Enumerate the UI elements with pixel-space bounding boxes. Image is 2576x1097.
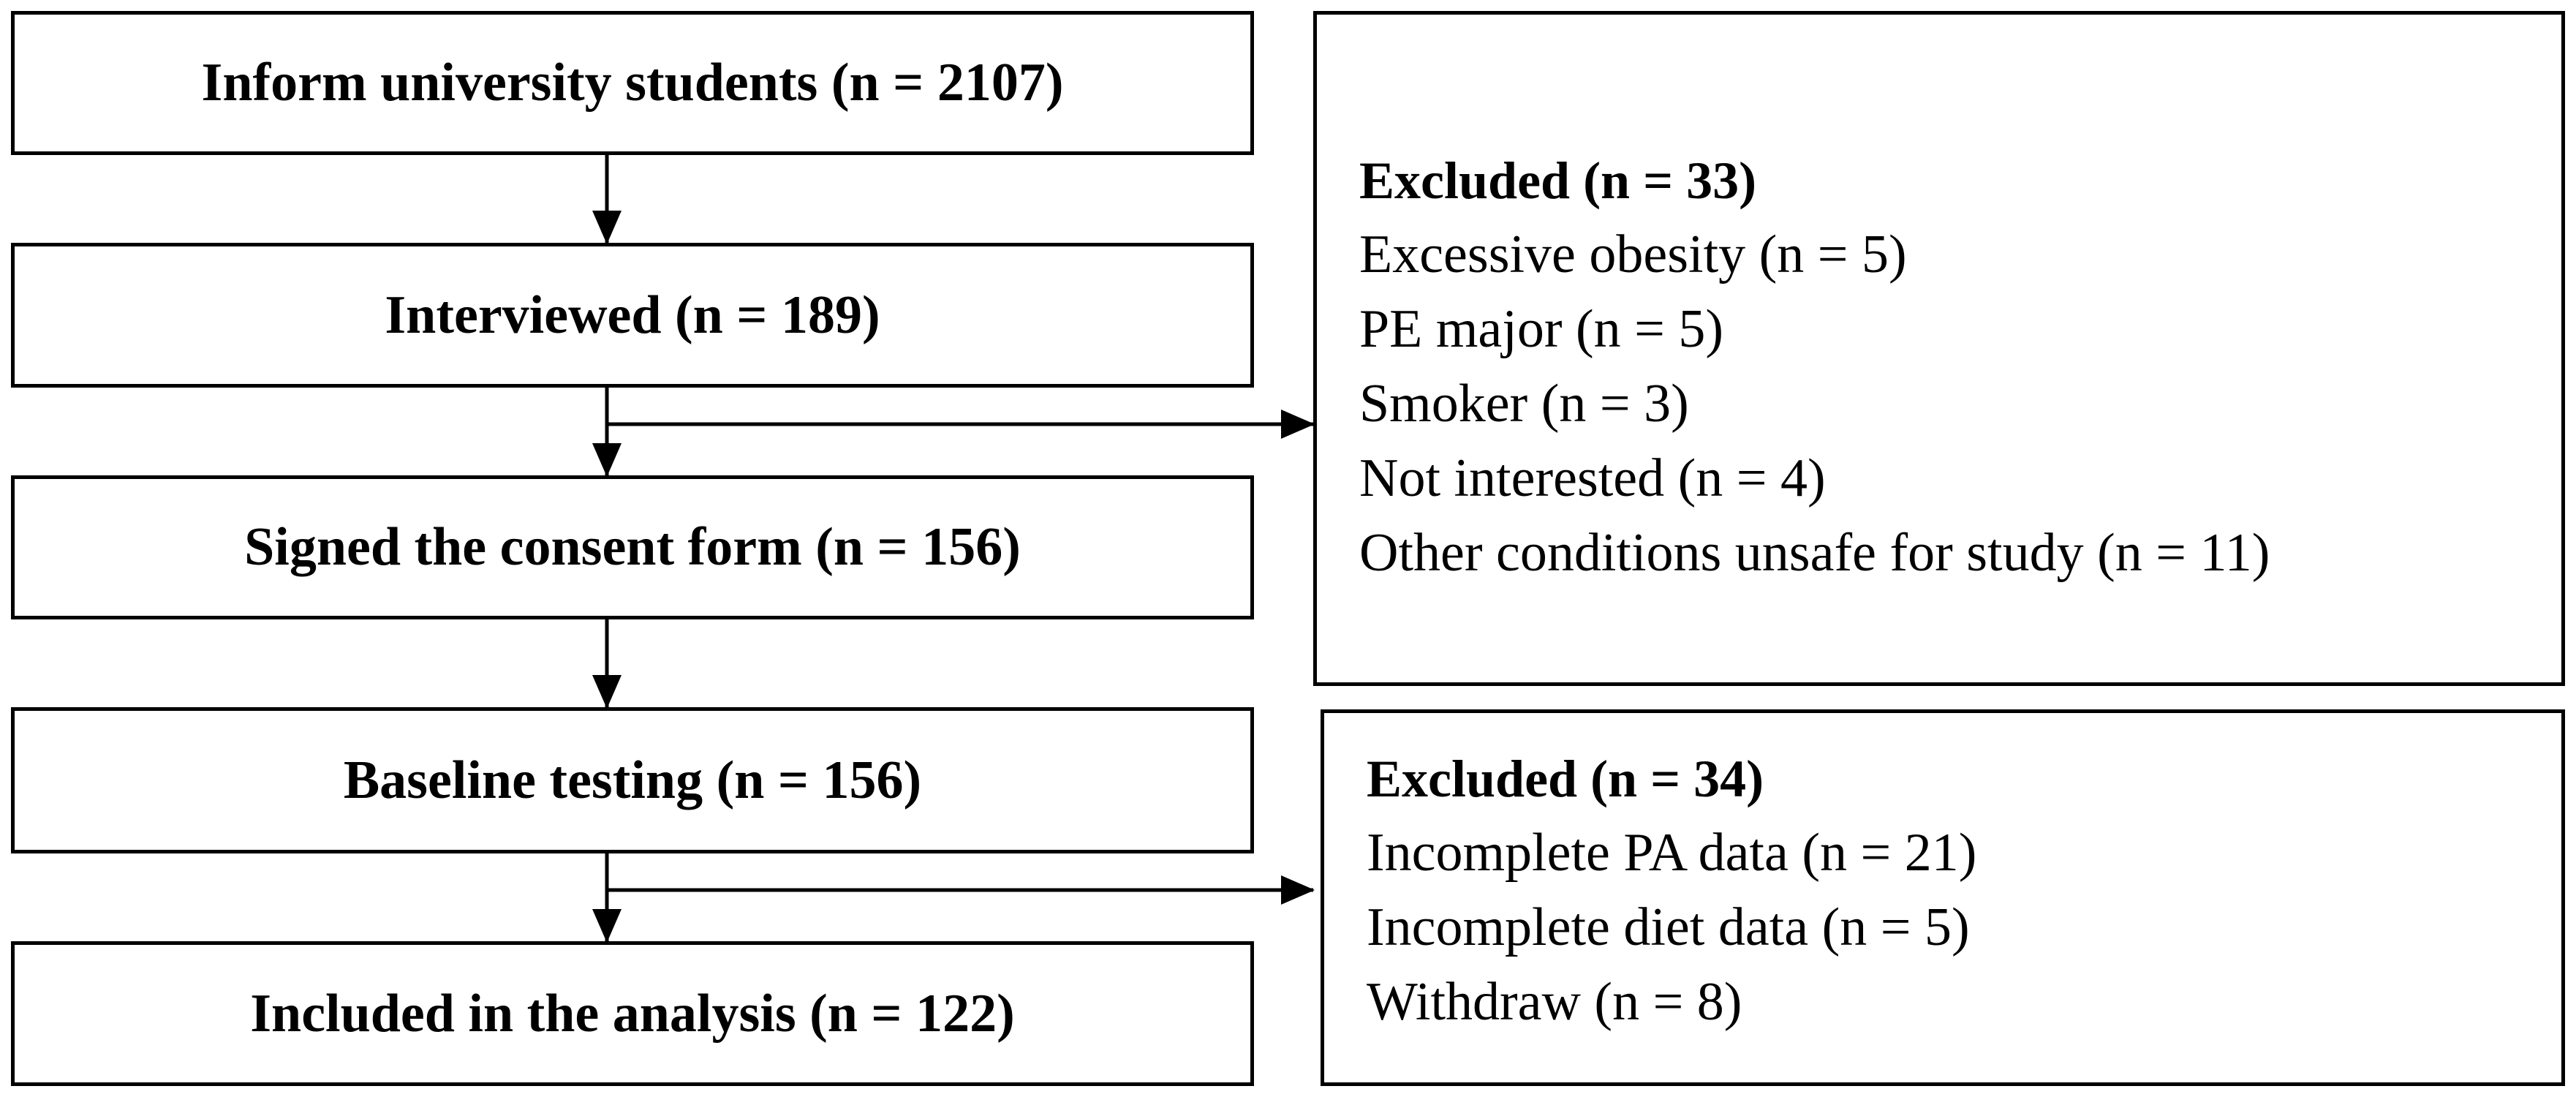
step-inform-students: Inform university students (n = 2107) (11, 11, 1254, 155)
exclusion-item: Incomplete diet data (n = 5) (1367, 897, 1970, 957)
exclusion-item: Excessive obesity (n = 5) (1359, 225, 1907, 284)
step-label: Interviewed (n = 189) (385, 284, 880, 345)
step-baseline-testing: Baseline testing (n = 156) (11, 707, 1254, 853)
exclusion-title: Excluded (n = 33) (1359, 151, 1757, 210)
step-label: Included in the analysis (n = 122) (250, 983, 1015, 1044)
step-interviewed: Interviewed (n = 189) (11, 243, 1254, 388)
exclusion-title: Excluded (n = 34) (1367, 750, 1764, 808)
exclusion-item: Not interested (n = 4) (1359, 448, 1826, 508)
exclusion-box-2: Excluded (n = 34) Incomplete PA data (n … (1321, 709, 2565, 1086)
exclusion-item: Other conditions unsafe for study (n = 1… (1359, 523, 2270, 583)
step-label: Signed the consent form (n = 156) (244, 517, 1021, 577)
step-signed-consent: Signed the consent form (n = 156) (11, 475, 1254, 619)
step-included-analysis: Included in the analysis (n = 122) (11, 941, 1254, 1086)
exclusion-box-1: Excluded (n = 33) Excessive obesity (n =… (1313, 11, 2565, 686)
exclusion-item: Incomplete PA data (n = 21) (1367, 823, 1977, 883)
exclusion-item: Withdraw (n = 8) (1367, 972, 1742, 1032)
step-label: Inform university students (n = 2107) (201, 53, 1064, 113)
exclusion-item: Smoker (n = 3) (1359, 374, 1689, 434)
exclusion-item: PE major (n = 5) (1359, 299, 1723, 359)
step-label: Baseline testing (n = 156) (343, 750, 922, 810)
